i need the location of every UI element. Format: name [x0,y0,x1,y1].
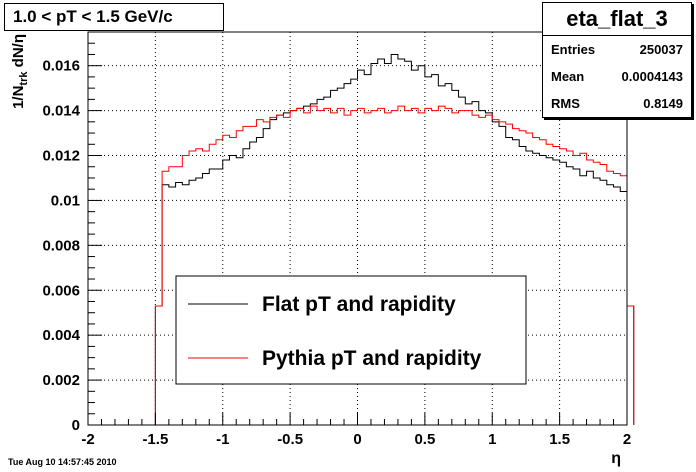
y-axis-label-sub: trk [18,71,30,86]
x-axis-label: η [611,450,621,467]
tick-labels: -2 -1.5 -1 -0.5 0 0.5 1 1.5 2 0 0.002 0.004 0.006 0.0… [42,58,631,448]
stats-value: 0.8149 [643,96,683,111]
y-tick-label: 0.014 [42,103,80,120]
y-tick-label: 0.002 [42,372,80,389]
legend: Flat pT and rapidity Pythia pT and rapid… [175,275,527,385]
stats-row-rms: RMS 0.8149 [543,90,691,117]
chart-title: 1.0 < pT < 1.5 GeV/c [4,3,224,31]
series-line-flat [154,53,635,425]
x-tick-label: -1.5 [142,431,168,448]
y-tick-label: 0 [72,417,80,434]
y-axis-label-main: 1/N [10,86,27,109]
x-tick-label: 2 [623,431,631,448]
y-axis-label: 1/Ntrk dN/η [10,34,30,109]
y-tick-label: 0.01 [51,192,80,209]
x-tick-label: 0 [353,431,361,448]
stats-label: RMS [551,96,580,111]
y-tick-label: 0.004 [42,327,80,344]
legend-label-flat: Flat pT and rapidity [262,293,456,316]
grid [88,32,627,425]
stats-value: 250037 [639,42,683,57]
y-tick-label: 0.012 [42,148,80,165]
legend-box [175,275,527,385]
stats-box: eta_flat_3 Entries 250037 Mean 0.0004143… [542,2,692,118]
x-tick-label: 0.5 [414,431,435,448]
stats-row-mean: Mean 0.0004143 [543,63,691,90]
x-tick-label: -1 [216,431,229,448]
x-tick-label: 1.5 [549,431,570,448]
timestamp-footer: Tue Aug 10 14:57:45 2010 [8,457,117,467]
stats-value: 0.0004143 [621,69,683,84]
series-line-pythia [154,105,635,425]
stats-row-entries: Entries 250037 [543,36,691,63]
y-tick-label: 0.006 [42,282,80,299]
axis-ticks [87,31,628,426]
series-layer [154,53,635,425]
y-axis-label-rest: dN/η [10,34,27,72]
y-tick-label: 0.016 [42,58,80,75]
y-tick-label: 0.008 [42,237,80,254]
legend-label-pythia: Pythia pT and rapidity [262,347,482,370]
x-tick-label: -2 [81,431,94,448]
stats-histogram-name: eta_flat_3 [543,3,691,36]
x-tick-label: -0.5 [277,431,303,448]
stats-label: Mean [551,69,585,84]
stats-label: Entries [551,42,596,57]
x-tick-label: 1 [488,431,496,448]
